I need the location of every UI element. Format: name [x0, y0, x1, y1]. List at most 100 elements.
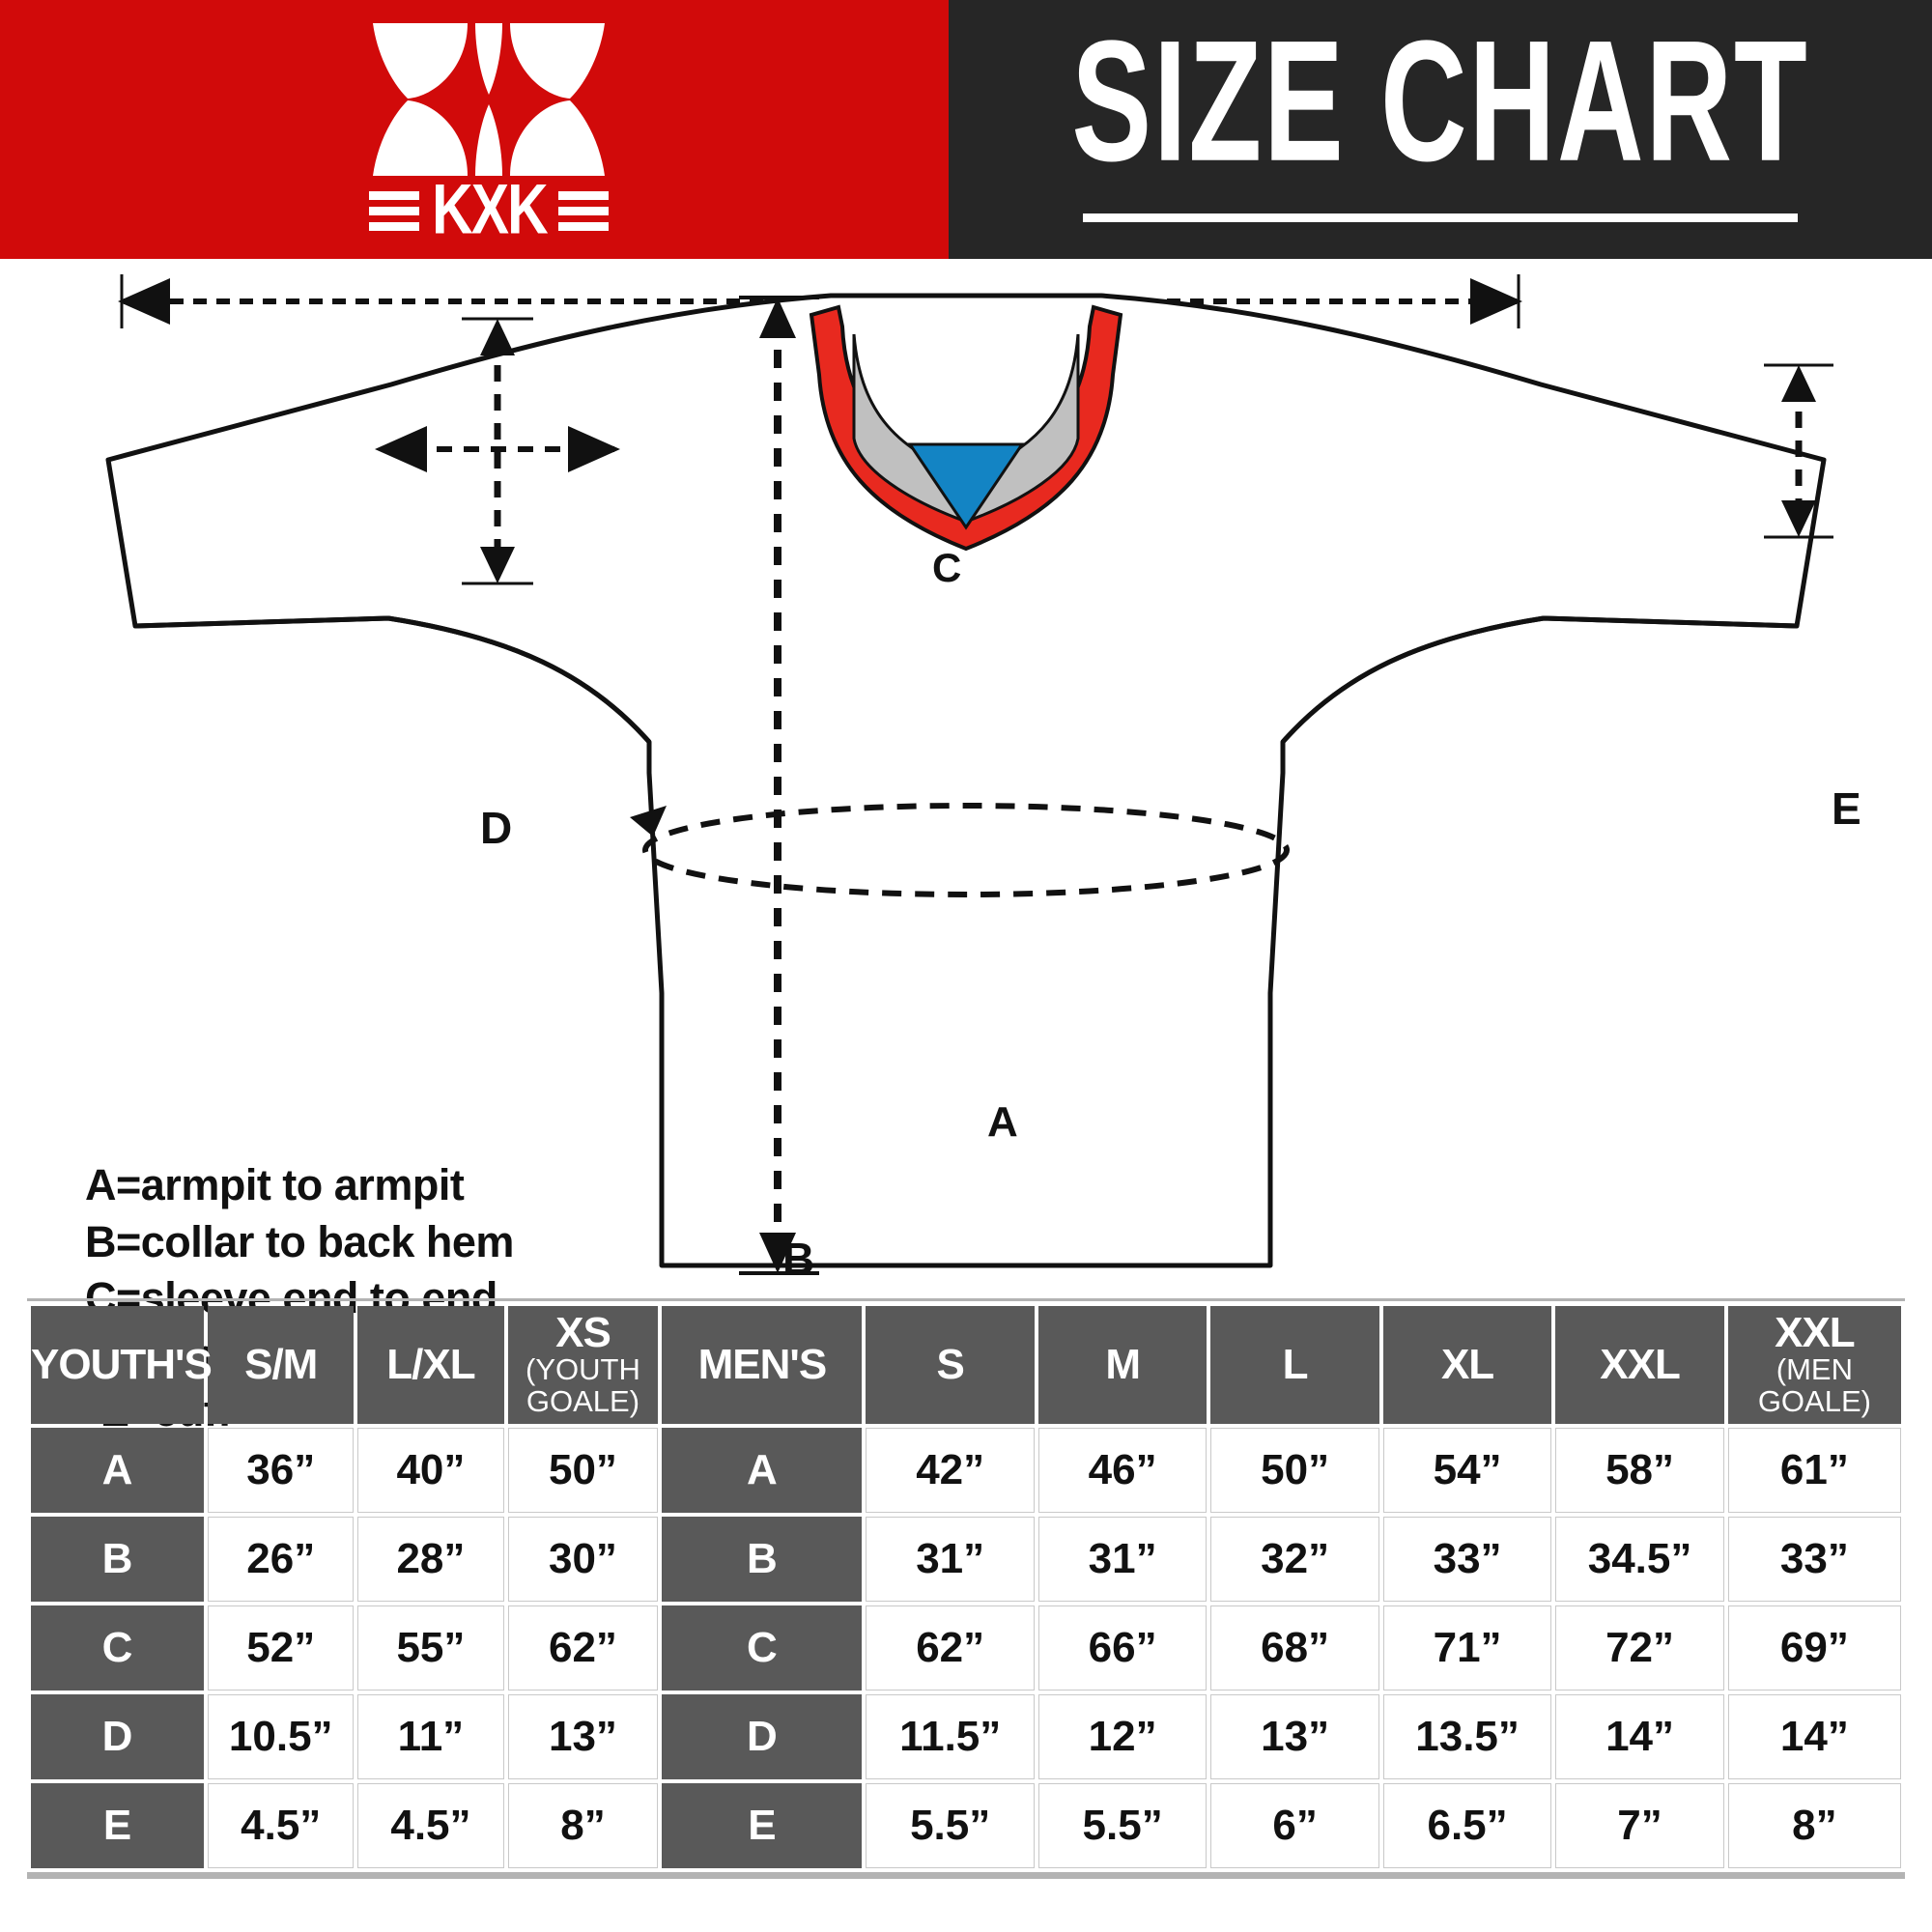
header-men-xl-main: XL — [1440, 1341, 1494, 1388]
cell-men-xxlg-c: 69” — [1727, 1605, 1901, 1690]
header-men-m: M — [1037, 1306, 1208, 1424]
row-label-men-c: C — [662, 1605, 863, 1690]
header-youth-sm: S/M — [208, 1306, 355, 1424]
header-men-s-main: S — [936, 1341, 964, 1388]
logo-bars-left-icon — [368, 190, 419, 231]
header-youth-xs-main: XS — [555, 1309, 611, 1357]
table-row: E 4.5” 4.5” 8” E 5.5” 5.5” 6” 6.5” 7” 8” — [31, 1783, 1901, 1868]
dimension-d-line — [462, 317, 533, 585]
kxk-wordmark: KXK — [363, 175, 614, 245]
cell-men-xxlg-a: 61” — [1727, 1428, 1901, 1513]
cell-youth-sm-b: 26” — [208, 1517, 355, 1602]
cell-men-xxl-a: 58” — [1555, 1428, 1724, 1513]
header-men-l-main: L — [1282, 1341, 1309, 1388]
cell-youth-xs-b: 30” — [507, 1517, 659, 1602]
header-men-s: S — [866, 1306, 1035, 1424]
cell-men-xl-e: 6.5” — [1382, 1783, 1552, 1868]
dimension-label-d: D — [480, 803, 513, 853]
table-top-rule — [27, 1298, 1905, 1301]
legend-line-a: A=armpit to armpit — [85, 1160, 465, 1209]
title-panel: SIZE CHART — [949, 0, 1932, 259]
cell-men-s-c: 62” — [866, 1605, 1035, 1690]
page-title: SIZE CHART — [1071, 4, 1809, 197]
header-mens: MEN'S — [662, 1306, 863, 1424]
row-label-men-b: B — [662, 1517, 863, 1602]
collar-inner — [852, 333, 1080, 524]
kxk-brand-text: KXK — [431, 170, 549, 250]
header-youth-xs-sub: (YOUTH GOALE) — [526, 1352, 640, 1418]
header-youth-lxl-main: L/XL — [386, 1341, 475, 1388]
cell-men-s-a: 42” — [866, 1428, 1035, 1513]
header-men-xxl-goalie-main: XXL — [1775, 1309, 1856, 1357]
cell-youth-lxl-a: 40” — [357, 1428, 504, 1513]
table-bottom-rule — [27, 1872, 1905, 1879]
cell-men-xl-c: 71” — [1382, 1605, 1552, 1690]
cell-men-m-e: 5.5” — [1037, 1783, 1208, 1868]
cell-youth-sm-c: 52” — [208, 1605, 355, 1690]
row-label-men-d: D — [662, 1694, 863, 1779]
cell-men-xxl-c: 72” — [1555, 1605, 1724, 1690]
cell-men-l-a: 50” — [1210, 1428, 1379, 1513]
header-youth-lxl: L/XL — [357, 1306, 504, 1424]
jersey-body-outline — [105, 293, 1827, 1268]
header-men-xxl: XXL — [1555, 1306, 1724, 1424]
title-underline — [1083, 213, 1798, 222]
kxk-logo: KXK — [363, 17, 614, 245]
cell-men-xxl-b: 34.5” — [1555, 1517, 1724, 1602]
cell-youth-xs-c: 62” — [507, 1605, 659, 1690]
cell-men-xxlg-d: 14” — [1727, 1694, 1901, 1779]
table-row: D 10.5” 11” 13” D 11.5” 12” 13” 13.5” 14… — [31, 1694, 1901, 1779]
jersey-illustration-svg — [105, 274, 1833, 1275]
table-row: C 52” 55” 62” C 62” 66” 68” 71” 72” 69” — [31, 1605, 1901, 1690]
cell-youth-lxl-c: 55” — [357, 1605, 504, 1690]
dimension-label-e: E — [1832, 783, 1861, 834]
header-men-xxl-goalie: XXL (MEN GOALE) — [1727, 1306, 1901, 1424]
dimension-label-b: B — [782, 1234, 815, 1284]
cell-youth-lxl-d: 11” — [357, 1694, 504, 1779]
dimension-e-line — [1764, 363, 1833, 539]
cell-men-l-e: 6” — [1210, 1783, 1379, 1868]
cell-men-s-b: 31” — [866, 1517, 1035, 1602]
cell-men-m-a: 46” — [1037, 1428, 1208, 1513]
cell-men-m-c: 66” — [1037, 1605, 1208, 1690]
kxk-hourglass-icon — [373, 23, 605, 176]
cell-men-xl-b: 33” — [1382, 1517, 1552, 1602]
brand-panel: KXK — [0, 0, 949, 259]
cell-men-m-b: 31” — [1037, 1517, 1208, 1602]
cell-men-xl-a: 54” — [1382, 1428, 1552, 1513]
header-men-m-main: M — [1105, 1341, 1141, 1388]
cell-men-xl-d: 13.5” — [1382, 1694, 1552, 1779]
cell-youth-lxl-e: 4.5” — [357, 1783, 504, 1868]
cell-men-s-d: 11.5” — [866, 1694, 1035, 1779]
header-youths: YOUTH'S — [31, 1306, 213, 1424]
cell-men-xxl-d: 14” — [1555, 1694, 1724, 1779]
header-men-l: L — [1210, 1306, 1379, 1424]
row-label-men-e: E — [662, 1783, 863, 1868]
cell-youth-xs-e: 8” — [507, 1783, 659, 1868]
table-row: B 26” 28” 30” B 31” 31” 32” 33” 34.5” 33… — [31, 1517, 1901, 1602]
cell-men-l-d: 13” — [1210, 1694, 1379, 1779]
header-men-xxl-main: XXL — [1600, 1341, 1681, 1388]
row-label-youth-b: B — [31, 1517, 205, 1602]
cell-men-l-b: 32” — [1210, 1517, 1379, 1602]
size-table-wrap: YOUTH'S S/M L/XL XS (YOUTH GOALE) MEN'S — [27, 1302, 1905, 1872]
cell-men-l-c: 68” — [1210, 1605, 1379, 1690]
row-label-youth-c: C — [31, 1605, 205, 1690]
header-men-xl: XL — [1382, 1306, 1552, 1424]
row-label-youth-d: D — [31, 1694, 205, 1779]
dimension-b-line — [739, 296, 819, 1275]
page-header: KXK SIZE CHART — [0, 0, 1932, 259]
header-mens-main: MEN'S — [697, 1341, 828, 1388]
table-header-row: YOUTH'S S/M L/XL XS (YOUTH GOALE) MEN'S — [31, 1306, 1901, 1424]
cell-men-m-d: 12” — [1037, 1694, 1208, 1779]
dimension-label-a: A — [987, 1098, 1018, 1146]
jersey-diagram: C D E A B A=armpit to armpit B=collar to… — [0, 259, 1932, 1435]
legend-line-b: B=collar to back hem — [85, 1216, 514, 1266]
cell-men-xxlg-e: 8” — [1727, 1783, 1901, 1868]
logo-bars-right-icon — [558, 190, 610, 231]
header-youth-sm-main: S/M — [244, 1341, 318, 1388]
cell-youth-sm-e: 4.5” — [208, 1783, 355, 1868]
header-youths-main: YOUTH'S — [31, 1341, 213, 1388]
dimension-d-arrow — [375, 426, 620, 472]
collar-accent — [907, 442, 1025, 530]
